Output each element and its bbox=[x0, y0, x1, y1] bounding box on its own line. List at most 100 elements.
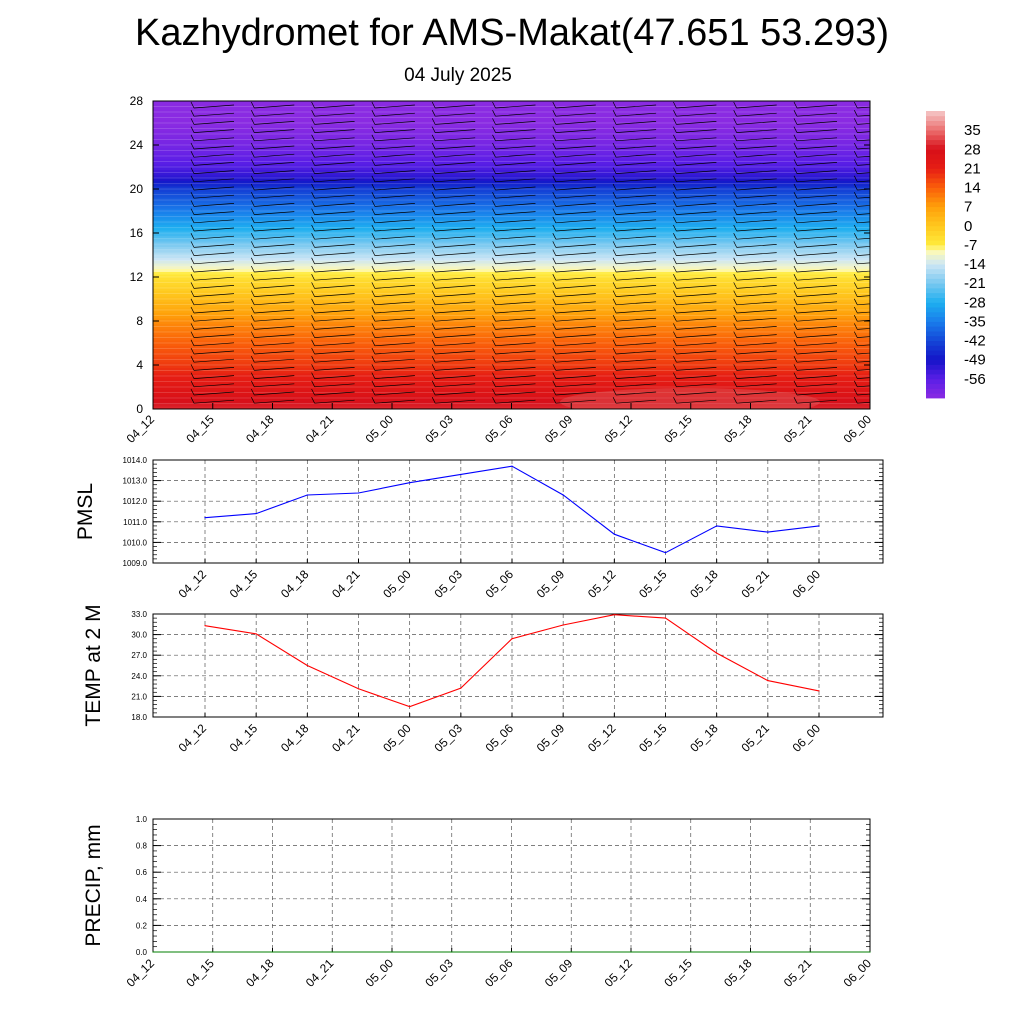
wind-barb bbox=[673, 388, 717, 396]
heatmap-band bbox=[153, 227, 870, 231]
wind-barb bbox=[673, 241, 717, 248]
heatmap-band bbox=[153, 106, 870, 110]
wind-barb bbox=[492, 224, 536, 232]
wind-barb bbox=[793, 298, 838, 306]
colorbar-segment bbox=[926, 378, 945, 385]
heatmap-band bbox=[153, 169, 870, 173]
wind-barb bbox=[311, 142, 355, 150]
wind-barb bbox=[793, 110, 838, 117]
wind-barb bbox=[492, 323, 536, 330]
heatmap-band bbox=[153, 315, 870, 319]
x-tick-label: 05_21 bbox=[781, 956, 815, 990]
colorbar-segment bbox=[926, 287, 945, 294]
heatmap-band bbox=[153, 361, 870, 366]
wind-barb bbox=[431, 265, 476, 273]
wind-barb bbox=[311, 388, 355, 396]
colorbar-segment bbox=[926, 273, 945, 279]
wind-barb bbox=[371, 388, 415, 396]
colorbar-segment bbox=[926, 187, 945, 193]
data-point bbox=[460, 687, 462, 689]
wind-barb bbox=[612, 331, 657, 338]
wind-barb bbox=[431, 101, 476, 109]
wind-barb bbox=[371, 208, 415, 215]
wind-barb bbox=[793, 372, 838, 379]
y-tick-label: 28 bbox=[130, 94, 144, 108]
wind-barb bbox=[250, 372, 295, 379]
wind-barb bbox=[190, 200, 235, 207]
wind-barb bbox=[552, 175, 596, 183]
colorbar-segment bbox=[926, 144, 945, 150]
heatmap-band bbox=[153, 172, 870, 176]
data-point bbox=[716, 525, 718, 527]
wind-barb bbox=[673, 298, 717, 306]
colorbar-segment bbox=[926, 211, 945, 217]
wind-barb bbox=[492, 233, 536, 240]
wind-barb bbox=[311, 241, 355, 248]
wind-barb bbox=[311, 339, 355, 347]
wind-barb bbox=[733, 331, 777, 338]
heatmap-band bbox=[153, 246, 870, 250]
wind-barb bbox=[250, 101, 295, 109]
wind-barb bbox=[431, 216, 476, 224]
colorbar-segment bbox=[926, 130, 945, 136]
x-tick-label: 05_03 bbox=[422, 412, 456, 446]
wind-barb bbox=[492, 397, 536, 404]
wind-barb bbox=[733, 216, 777, 224]
heatmap-band bbox=[153, 235, 870, 239]
data-point bbox=[391, 951, 393, 953]
wind-barb bbox=[190, 159, 235, 166]
wind-barb bbox=[793, 265, 838, 273]
wind-barb bbox=[431, 175, 476, 183]
y-axis-label: PRECIP, mm bbox=[82, 824, 105, 946]
wind-barb bbox=[612, 315, 657, 322]
x-tick-label: 05_15 bbox=[661, 412, 695, 446]
colorbar-segment bbox=[926, 197, 945, 203]
wind-barb bbox=[612, 356, 657, 363]
wind-barbs bbox=[190, 101, 870, 404]
colorbar-segment bbox=[926, 182, 945, 188]
wind-barb bbox=[311, 233, 355, 240]
wind-barb bbox=[371, 183, 415, 191]
wind-barb bbox=[793, 224, 838, 232]
wind-barb bbox=[733, 249, 777, 256]
heatmap-band bbox=[153, 199, 870, 204]
x-tick-label: 05_12 bbox=[585, 721, 619, 755]
wind-barb bbox=[552, 274, 596, 281]
wind-barb bbox=[793, 167, 838, 174]
data-point bbox=[152, 951, 154, 953]
wind-barb bbox=[733, 142, 777, 150]
wind-barb bbox=[793, 183, 838, 191]
wind-barb bbox=[793, 290, 838, 297]
y-tick-label: 1013.0 bbox=[123, 477, 148, 486]
colorbar-segment bbox=[926, 168, 945, 174]
wind-barb bbox=[311, 200, 355, 207]
wind-barb bbox=[431, 364, 476, 371]
wind-barb bbox=[371, 167, 415, 174]
wind-barb bbox=[673, 249, 717, 256]
wind-barb bbox=[311, 397, 355, 404]
x-tick-label: 05_09 bbox=[534, 567, 568, 601]
wind-barb bbox=[311, 347, 355, 355]
wind-barb bbox=[733, 224, 777, 232]
heatmap-band bbox=[153, 163, 870, 168]
wind-barb bbox=[431, 151, 476, 158]
y-tick-label: 1009.0 bbox=[123, 559, 148, 568]
wind-barb bbox=[492, 167, 536, 174]
wind-barb bbox=[492, 372, 536, 379]
colorbar-label: 28 bbox=[964, 141, 981, 158]
wind-barb bbox=[793, 241, 838, 248]
wind-barb bbox=[853, 274, 870, 281]
chart-title: Kazhydromet for AMS-Makat(47.651 53.293) bbox=[134, 12, 890, 54]
wind-barb bbox=[190, 192, 235, 199]
colorbar-segment bbox=[926, 321, 945, 327]
data-point bbox=[630, 951, 632, 953]
heatmap-band bbox=[153, 213, 870, 217]
wind-barb bbox=[673, 151, 717, 158]
data-point bbox=[460, 473, 462, 476]
wind-barb bbox=[492, 315, 536, 322]
colorbar-segment bbox=[926, 154, 945, 160]
colorbar-label: 35 bbox=[964, 122, 981, 139]
wind-barb bbox=[853, 142, 870, 150]
wind-barb bbox=[492, 265, 536, 273]
wind-barb bbox=[612, 306, 657, 314]
